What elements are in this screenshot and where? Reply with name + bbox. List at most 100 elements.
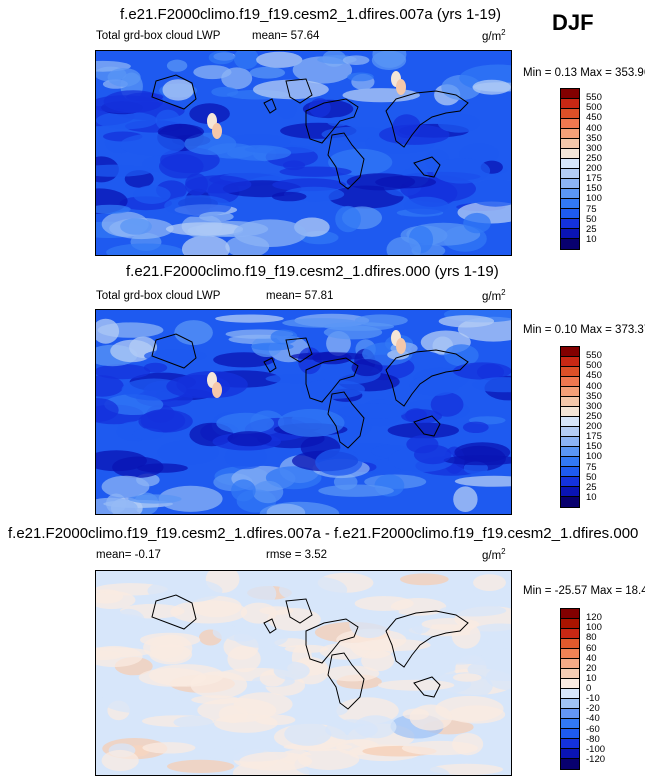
panel-2-variable-label: Total grd-box cloud LWP [96, 290, 221, 302]
panel-1-colorbar [560, 88, 580, 250]
field-contour [266, 503, 306, 514]
colorbar-tick-label: 350 [586, 390, 602, 402]
coastline [413, 676, 441, 698]
field-contour [157, 439, 220, 465]
colorbar-tick-label: -10 [586, 693, 600, 705]
panel-1-units: g/m2 [482, 28, 506, 43]
colorbar-box [561, 397, 579, 407]
field-contour [349, 610, 390, 639]
coastline [285, 598, 313, 624]
coastline [413, 156, 441, 178]
field-contour [290, 352, 368, 361]
field-contour [147, 578, 223, 603]
field-maximum [212, 382, 222, 398]
field-contour [165, 222, 244, 236]
field-contour [409, 374, 460, 396]
colorbar-box [561, 487, 579, 497]
field-contour [453, 486, 478, 512]
field-contour [239, 751, 313, 771]
colorbar-tick-label: -20 [586, 703, 600, 715]
colorbar-tick-label: -120 [586, 753, 606, 765]
colorbar-box [561, 649, 579, 659]
colorbar-box [561, 357, 579, 367]
field-contour [347, 72, 374, 82]
colorbar-box [561, 229, 579, 239]
field-contour [173, 716, 213, 729]
field-contour [213, 352, 275, 368]
colorbar-box [561, 669, 579, 679]
panel-1-title: f.e21.F2000climo.f19_f19.cesm2_1.dfires.… [120, 6, 502, 23]
field-contour [452, 673, 482, 682]
panel-2-map [95, 309, 512, 515]
field-contour [96, 450, 147, 472]
field-contour [442, 590, 490, 599]
field-contour [453, 362, 511, 380]
field-contour [335, 205, 361, 233]
field-contour [354, 715, 397, 739]
panel-1-minmax: Min = 0.13 Max = 353.96 [523, 67, 645, 79]
field-contour [227, 431, 272, 447]
colorbar-tick-label: -100 [586, 743, 606, 755]
field-contour [265, 466, 322, 490]
coastline [385, 90, 469, 148]
colorbar-tick-label: 120 [586, 612, 602, 624]
field-contour [96, 318, 120, 344]
coastline [305, 98, 359, 144]
colorbar-box [561, 477, 579, 487]
field-contour [211, 86, 239, 97]
panel-3-minmax: Min = -25.57 Max = 18.49 [523, 585, 645, 597]
field-contour [164, 195, 232, 217]
colorbar-tick-label: 400 [586, 122, 602, 134]
field-contour [101, 475, 150, 498]
colorbar-box [561, 239, 579, 249]
field-contour [386, 236, 422, 255]
colorbar-box [561, 639, 579, 649]
field-contour [133, 185, 171, 204]
field-contour [435, 652, 485, 665]
colorbar-tick-label: 250 [586, 410, 602, 422]
colorbar-tick-label: 40 [586, 652, 597, 664]
field-contour [231, 479, 256, 502]
colorbar-tick-label: 200 [586, 421, 602, 432]
colorbar-box [561, 447, 579, 457]
field-contour [101, 687, 182, 714]
field-contour [394, 765, 450, 775]
colorbar-tick-label: 75 [586, 461, 597, 473]
field-contour [128, 494, 182, 504]
field-contour [96, 164, 153, 177]
panel-2-minmax: Min = 0.10 Max = 373.37 [523, 324, 645, 336]
colorbar-tick-label: 400 [586, 380, 602, 392]
field-contour [443, 455, 511, 466]
colorbar-box [561, 719, 579, 729]
colorbar-box [561, 169, 579, 179]
field-contour [184, 132, 237, 155]
colorbar-tick-label: 0 [586, 683, 592, 694]
field-contour [189, 103, 230, 125]
field-contour [271, 191, 307, 202]
coastline [385, 349, 469, 407]
coastline [263, 98, 277, 114]
panel-3-map-svg [96, 571, 511, 775]
field-contour [113, 608, 145, 634]
field-contour [158, 485, 223, 512]
field-contour [320, 704, 348, 716]
field-contour [276, 97, 298, 120]
field-contour [351, 359, 383, 377]
colorbar-tick-label: 200 [586, 163, 602, 174]
field-maximum [396, 79, 406, 95]
coastline [151, 594, 197, 630]
colorbar-box [561, 189, 579, 199]
field-contour [240, 602, 277, 624]
colorbar-box [561, 139, 579, 149]
colorbar-box [561, 387, 579, 397]
field-contour [472, 377, 511, 393]
field-contour [403, 196, 449, 215]
field-contour [233, 219, 307, 247]
field-contour [421, 618, 480, 631]
field-contour [297, 748, 360, 770]
field-contour [392, 114, 421, 139]
colorbar-tick-label: 50 [586, 471, 597, 483]
colorbar-tick-label: 75 [586, 203, 597, 215]
field-contour [138, 668, 207, 687]
field-contour [182, 235, 230, 255]
